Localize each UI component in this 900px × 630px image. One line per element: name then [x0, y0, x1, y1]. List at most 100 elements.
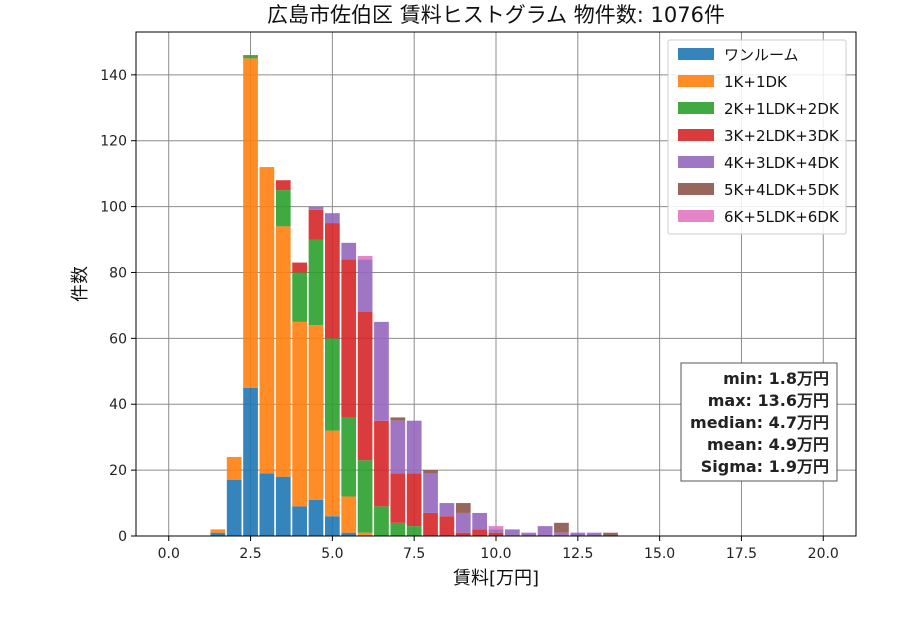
legend-swatch [678, 210, 714, 222]
histogram-bar [292, 272, 307, 322]
histogram-bar [243, 58, 258, 388]
histogram-bar [210, 532, 226, 536]
x-tick-label: 5.0 [321, 546, 343, 562]
histogram-bar [259, 167, 275, 474]
stats-line: max: 13.6万円 [708, 391, 829, 410]
histogram-bar [243, 55, 258, 59]
histogram-bar [308, 499, 324, 536]
histogram-bar [423, 470, 438, 474]
histogram-bar [537, 526, 553, 536]
bars [210, 55, 618, 536]
histogram-bar [308, 239, 324, 326]
legend-swatch [678, 156, 714, 168]
y-tick-label: 100 [100, 200, 127, 216]
histogram-bar [308, 209, 324, 240]
legend-swatch [678, 129, 714, 141]
x-tick-label: 0.0 [158, 546, 180, 562]
histogram-bar [226, 480, 242, 536]
x-tick-label: 2.5 [239, 546, 261, 562]
stats-line: min: 1.8万円 [723, 369, 829, 388]
histogram-bar [406, 473, 422, 527]
histogram-bar [275, 190, 291, 227]
histogram-bar [292, 506, 307, 536]
histogram-bar [455, 503, 471, 513]
histogram-bar [554, 522, 569, 533]
legend-label: 5K+4LDK+5DK [724, 181, 840, 199]
histogram-bar [308, 206, 324, 210]
histogram-bar [439, 503, 455, 517]
y-axis-label: 件数 [70, 266, 91, 302]
histogram-bar [586, 532, 602, 536]
histogram-bar [275, 180, 291, 191]
histogram-bar [325, 516, 340, 536]
x-tick-label: 15.0 [644, 546, 675, 562]
histogram-bar [275, 476, 291, 536]
histogram-bar [406, 526, 422, 536]
legend-label: 2K+1LDK+2DK [724, 100, 840, 118]
x-tick-label: 20.0 [808, 546, 839, 562]
x-tick-label: 7.5 [403, 546, 425, 562]
histogram-bar [325, 223, 340, 339]
stats-frame [680, 362, 838, 482]
stats-line: median: 4.7万円 [690, 413, 829, 432]
x-tick-label: 17.5 [726, 546, 757, 562]
histogram-bar [292, 262, 307, 273]
histogram-bar [357, 312, 373, 461]
histogram-bar [406, 420, 422, 474]
y-tick-label: 40 [109, 397, 127, 413]
y-tick-label: 80 [109, 265, 127, 281]
histogram-bar [570, 532, 586, 536]
legend-label: 6K+5LDK+6DK [724, 208, 840, 226]
histogram-bar [374, 321, 389, 421]
x-axis-label: 賃料[万円] [453, 568, 539, 589]
histogram-bar [374, 420, 389, 507]
legend-label: 4K+3LDK+4DK [724, 154, 840, 172]
legend-label: 1K+1DK [724, 73, 788, 91]
histogram-bar [341, 259, 357, 418]
histogram-bar [341, 417, 357, 497]
histogram-bar [488, 532, 504, 536]
histogram-bar [341, 496, 357, 533]
histogram-bar [275, 226, 291, 477]
histogram-bar [259, 473, 275, 536]
histogram-bar [455, 532, 471, 536]
y-tick-label: 60 [109, 331, 127, 347]
histogram-bar [325, 338, 340, 431]
histogram-bar [521, 532, 537, 536]
histogram-bar [341, 242, 357, 260]
histogram-bar [554, 532, 569, 536]
histogram-bar [390, 420, 406, 474]
histogram-bar [390, 473, 406, 523]
histogram-bar [357, 259, 373, 312]
legend-swatch [678, 48, 714, 60]
histogram-bar [357, 532, 373, 536]
stats-box: min: 1.8万円 max: 13.6万円 median: 4.7万円 mea… [680, 362, 838, 482]
histogram-bar [488, 529, 504, 533]
histogram-bar [341, 532, 357, 536]
stats-line: mean: 4.9万円 [707, 435, 829, 454]
histogram-bar [439, 516, 455, 536]
x-tick-label: 12.5 [562, 546, 593, 562]
y-tick-label: 120 [100, 134, 127, 150]
histogram-bar [472, 512, 487, 530]
histogram-bar [325, 213, 340, 224]
histogram-bar [292, 321, 307, 507]
histogram-bar [226, 456, 242, 480]
histogram-bar [357, 460, 373, 533]
histogram-bar [505, 529, 520, 536]
legend-swatch [678, 183, 714, 195]
x-tick-label: 10.0 [480, 546, 511, 562]
legend-swatch [678, 75, 714, 87]
histogram-bar [423, 512, 438, 536]
histogram-bar [455, 512, 471, 533]
histogram-bar [390, 522, 406, 536]
histogram-bar [374, 506, 389, 536]
histogram-bar [357, 256, 373, 260]
x-axis-ticks: 0.0 2.5 5.0 7.5 10.0 12.5 15.0 17.5 20.0 [158, 536, 839, 562]
chart-title: 広島市佐伯区 賃料ヒストグラム 物件数: 1076件 [267, 3, 725, 27]
legend-label: 3K+2LDK+3DK [724, 127, 840, 145]
y-tick-label: 0 [118, 529, 127, 545]
histogram-bar [603, 532, 618, 536]
histogram-bar [472, 529, 487, 536]
